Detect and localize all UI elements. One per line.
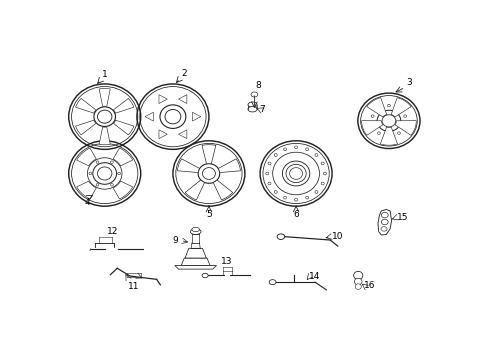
Polygon shape [181,258,210,266]
Ellipse shape [118,172,120,175]
Polygon shape [76,98,96,113]
Ellipse shape [387,104,389,107]
Ellipse shape [283,148,286,151]
Ellipse shape [294,198,297,201]
Ellipse shape [370,115,373,117]
Text: 3: 3 [405,78,411,87]
Polygon shape [99,127,110,145]
Ellipse shape [274,190,277,193]
Ellipse shape [323,172,325,175]
Text: 5: 5 [205,210,211,219]
Ellipse shape [321,182,324,185]
Ellipse shape [354,284,361,289]
Polygon shape [159,95,167,103]
Polygon shape [185,180,204,200]
Ellipse shape [93,163,116,184]
Polygon shape [178,95,186,103]
Text: 4: 4 [84,198,89,207]
Polygon shape [77,181,96,199]
Text: 1: 1 [102,70,107,79]
Ellipse shape [96,161,99,163]
Ellipse shape [305,148,308,151]
Ellipse shape [274,154,277,156]
Ellipse shape [250,92,257,97]
Ellipse shape [353,271,362,280]
Ellipse shape [268,280,275,285]
Text: 8: 8 [255,81,261,90]
Text: 15: 15 [396,213,407,222]
Polygon shape [145,112,153,121]
Polygon shape [177,159,199,172]
Ellipse shape [247,107,257,112]
Ellipse shape [160,105,185,129]
Ellipse shape [96,184,99,186]
Ellipse shape [202,273,208,278]
Ellipse shape [381,219,387,225]
Ellipse shape [294,146,297,149]
Ellipse shape [191,227,199,232]
Ellipse shape [110,161,113,163]
Polygon shape [202,145,215,164]
Ellipse shape [277,234,284,239]
Ellipse shape [397,132,400,134]
Polygon shape [113,98,134,113]
Ellipse shape [305,196,308,199]
Polygon shape [366,98,386,117]
Polygon shape [76,120,96,135]
Text: 9: 9 [172,236,178,245]
Ellipse shape [314,190,317,193]
Polygon shape [113,181,132,199]
Text: 10: 10 [331,232,343,241]
Ellipse shape [267,162,270,165]
Polygon shape [77,148,96,166]
Text: 16: 16 [363,281,374,290]
Polygon shape [178,130,186,139]
Polygon shape [113,120,134,135]
Polygon shape [175,266,216,269]
Text: 13: 13 [221,257,232,266]
Polygon shape [159,130,167,139]
Polygon shape [113,148,132,166]
Ellipse shape [282,161,309,186]
Ellipse shape [377,132,380,134]
Text: 12: 12 [106,228,118,237]
Text: 2: 2 [181,69,187,78]
Ellipse shape [381,212,387,218]
Polygon shape [380,127,397,145]
Ellipse shape [283,196,286,199]
Text: 7: 7 [259,105,264,114]
Ellipse shape [190,229,201,234]
Ellipse shape [89,172,91,175]
Polygon shape [361,121,382,135]
Polygon shape [377,210,391,235]
Polygon shape [213,180,232,200]
Polygon shape [192,112,201,121]
Ellipse shape [94,107,115,126]
Polygon shape [99,89,110,106]
Polygon shape [218,159,240,172]
Ellipse shape [376,110,400,131]
Polygon shape [184,248,206,258]
Ellipse shape [403,115,406,117]
Text: 11: 11 [128,282,140,291]
Ellipse shape [87,158,122,189]
Ellipse shape [247,102,257,108]
Ellipse shape [380,227,386,231]
Ellipse shape [198,164,219,183]
Ellipse shape [265,172,268,175]
Ellipse shape [110,184,113,186]
Ellipse shape [321,162,324,165]
Polygon shape [390,98,410,117]
Polygon shape [394,121,415,135]
Ellipse shape [267,182,270,185]
Text: 6: 6 [293,210,298,219]
Ellipse shape [354,278,361,285]
Ellipse shape [314,154,317,156]
Text: 14: 14 [309,272,320,281]
